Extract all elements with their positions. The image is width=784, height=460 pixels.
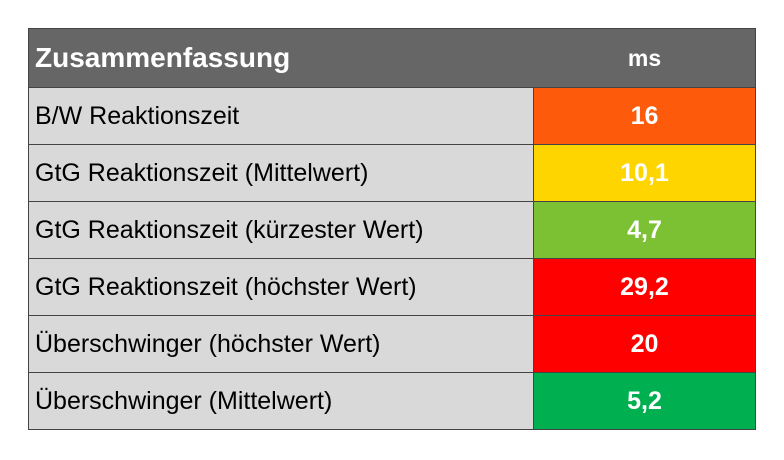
row-value: 4,7: [534, 202, 755, 258]
row-value: 5,2: [534, 373, 755, 429]
row-label: Überschwinger (höchster Wert): [29, 316, 534, 372]
table-row: GtG Reaktionszeit (höchster Wert) 29,2: [29, 258, 755, 315]
row-label: GtG Reaktionszeit (kürzester Wert): [29, 202, 534, 258]
table-row: Überschwinger (Mittelwert) 5,2: [29, 372, 755, 429]
row-value: 16: [534, 88, 755, 144]
table-row: B/W Reaktionszeit 16: [29, 87, 755, 144]
table-row: GtG Reaktionszeit (Mittelwert) 10,1: [29, 144, 755, 201]
header-row: Zusammenfassung ms: [29, 29, 755, 87]
header-unit: ms: [627, 44, 662, 71]
row-value: 29,2: [534, 259, 755, 315]
row-label: B/W Reaktionszeit: [29, 88, 534, 144]
row-label: GtG Reaktionszeit (Mittelwert): [29, 145, 534, 201]
header-title: Zusammenfassung: [35, 42, 291, 73]
row-label: Überschwinger (Mittelwert): [29, 373, 534, 429]
row-value: 20: [534, 316, 755, 372]
row-value: 10,1: [534, 145, 755, 201]
table-row: Überschwinger (höchster Wert) 20: [29, 315, 755, 372]
row-label: GtG Reaktionszeit (höchster Wert): [29, 259, 534, 315]
summary-table: Zusammenfassung ms B/W Reaktionszeit 16 Gt…: [28, 28, 756, 430]
table-row: GtG Reaktionszeit (kürzester Wert) 4,7: [29, 201, 755, 258]
